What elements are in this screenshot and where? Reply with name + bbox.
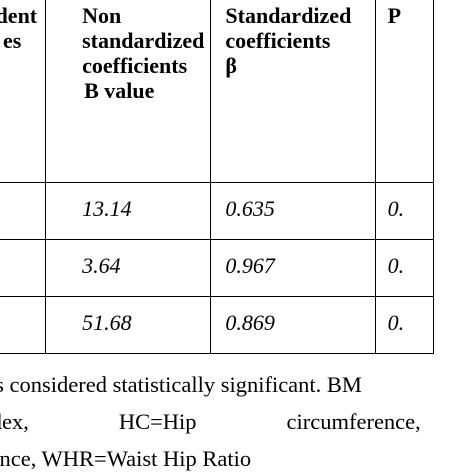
table-row: 51.68 0.869 0. bbox=[0, 296, 435, 354]
header-line: Non bbox=[82, 3, 122, 28]
header-dependent: ndent es bbox=[0, 0, 47, 183]
cell-b-value: 3.64 bbox=[45, 239, 212, 297]
cell-b-value: 13.14 bbox=[45, 182, 212, 240]
header-dependent-line: es bbox=[3, 28, 22, 53]
footnote-line: 5 is considered statistically significan… bbox=[0, 372, 362, 397]
header-line: coefficients bbox=[82, 53, 188, 78]
footnote-line: Index, HC=Hip circumference, W bbox=[0, 403, 474, 440]
header-line: B value bbox=[84, 78, 155, 103]
table-header-row: ndent es Non standardized coefficients B… bbox=[0, 0, 435, 183]
header-non-standardized: Non standardized coefficients B value bbox=[45, 0, 212, 183]
header-line: Standardized bbox=[225, 3, 352, 28]
cell-beta: 0.967 bbox=[210, 239, 376, 297]
footnote-line: erence, WHR=Waist Hip Ratio bbox=[0, 446, 252, 471]
cell-dependent bbox=[0, 296, 47, 354]
header-dependent-line: ndent bbox=[0, 3, 38, 28]
table-footnote: 5 is considered statistically significan… bbox=[0, 366, 474, 474]
cell-p: 0. bbox=[374, 296, 435, 354]
cell-p: 0. bbox=[374, 239, 435, 297]
regression-table: ndent es Non standardized coefficients B… bbox=[0, 0, 435, 354]
header-line: β bbox=[225, 53, 237, 78]
footnote-word: Index, bbox=[0, 409, 29, 434]
header-line: standardized bbox=[82, 28, 205, 53]
header-line: P bbox=[387, 3, 402, 28]
header-p-value: P bbox=[374, 0, 435, 183]
cell-dependent bbox=[0, 239, 47, 297]
cell-b-value: 51.68 bbox=[45, 296, 212, 354]
cell-beta: 0.635 bbox=[210, 182, 376, 240]
header-line: coefficients bbox=[225, 28, 331, 53]
footnote-word: HC=Hip bbox=[118, 409, 197, 434]
cell-p: 0. bbox=[374, 182, 435, 240]
footnote-word: circumference, bbox=[286, 409, 421, 434]
cell-beta: 0.869 bbox=[210, 296, 376, 354]
cell-dependent bbox=[0, 182, 47, 240]
table-row: 13.14 0.635 0. bbox=[0, 182, 435, 240]
table-row: 3.64 0.967 0. bbox=[0, 239, 435, 297]
header-standardized: Standardized coefficients β bbox=[210, 0, 376, 183]
